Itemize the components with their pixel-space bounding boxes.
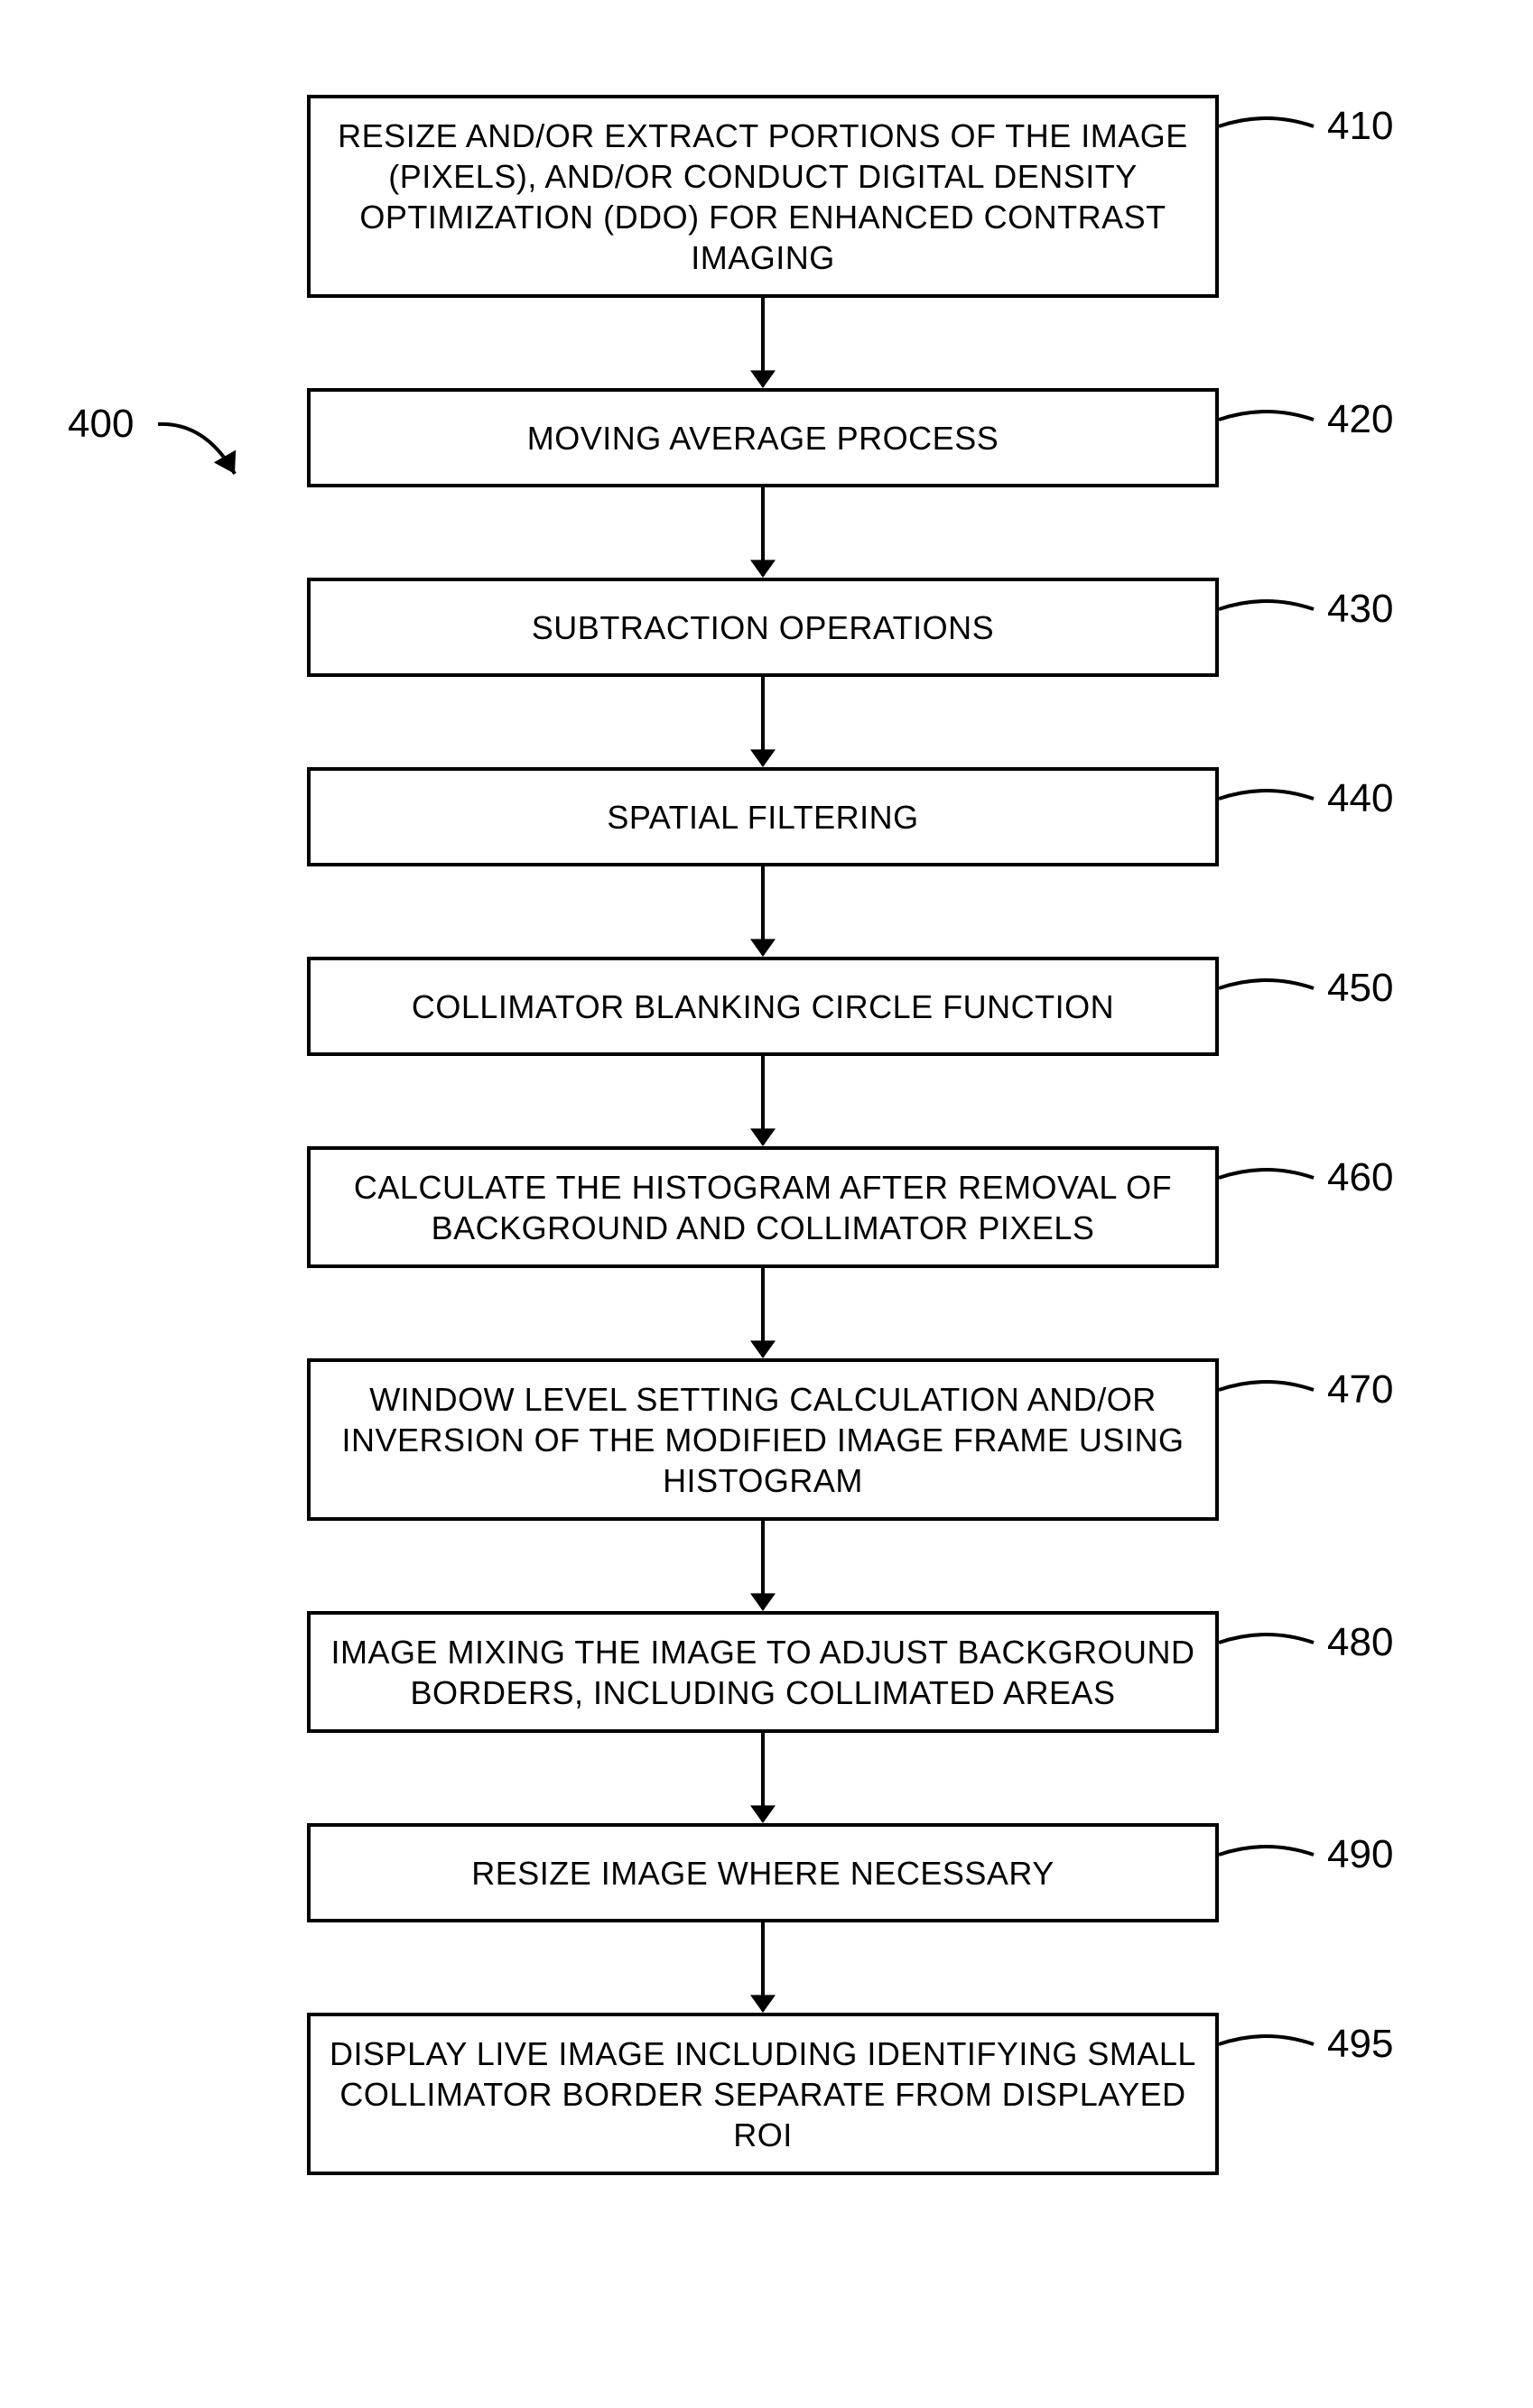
diagram-label-arrow [0, 0, 1533, 2408]
